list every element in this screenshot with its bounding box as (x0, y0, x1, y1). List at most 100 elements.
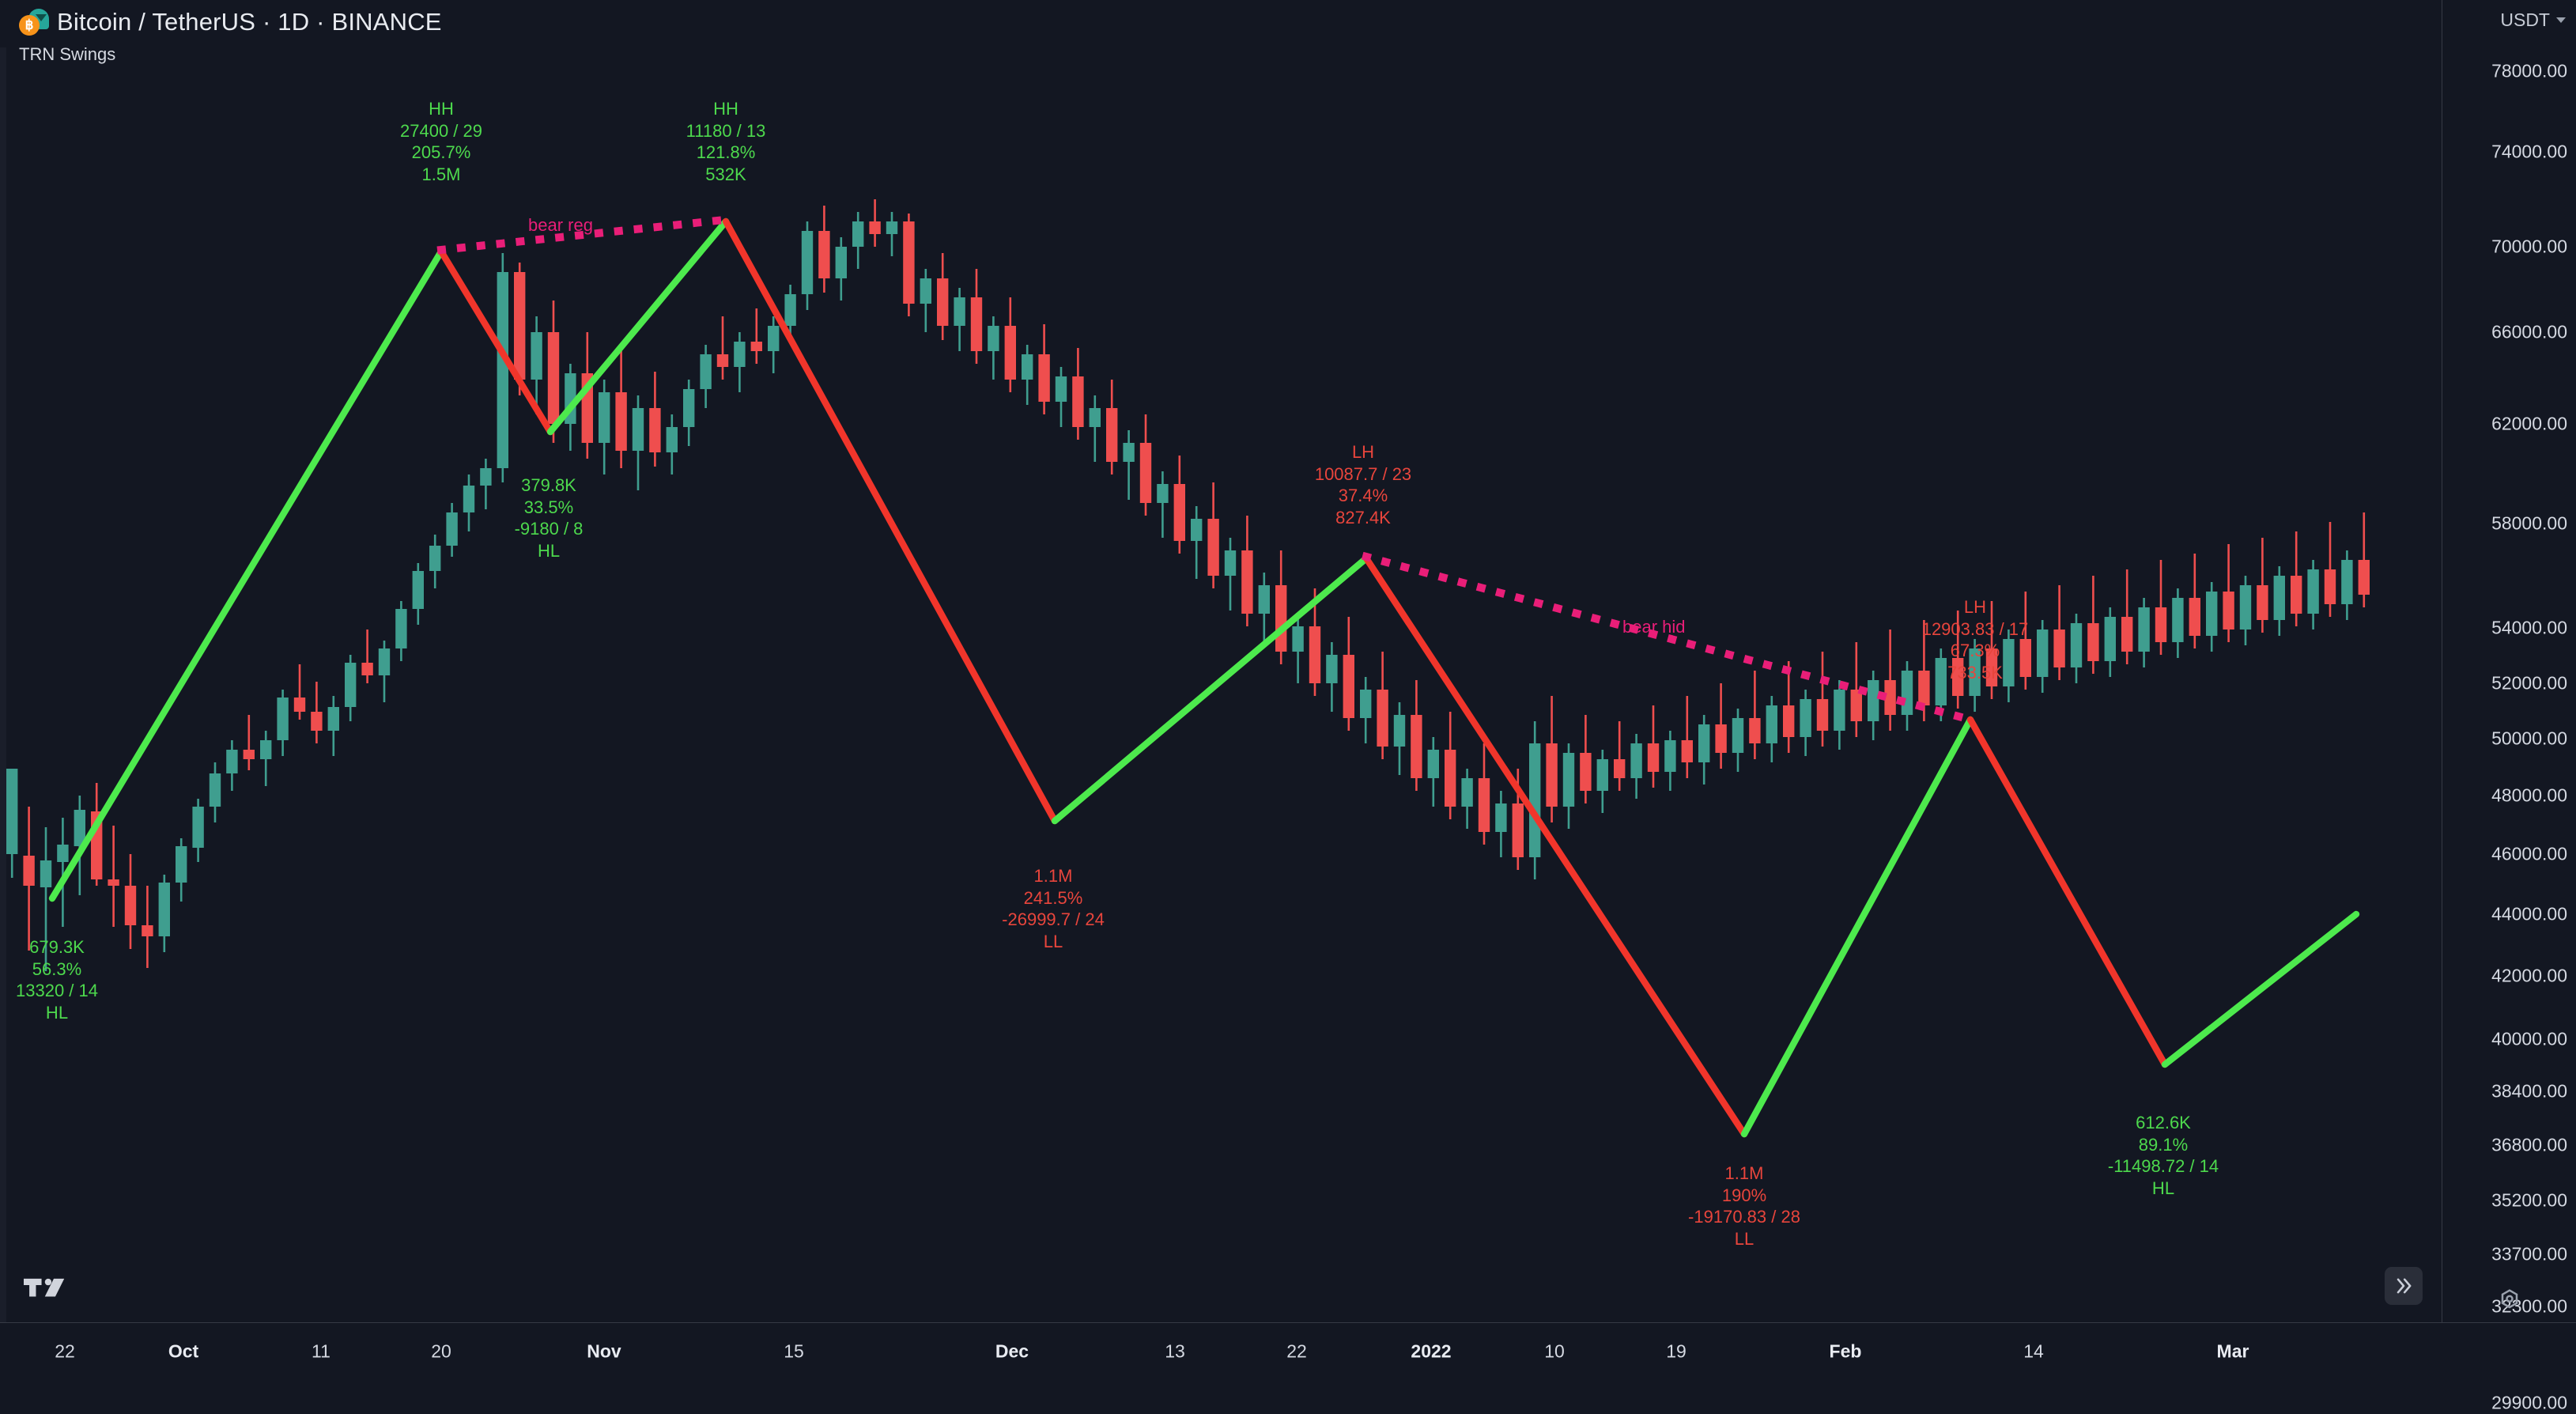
candle-body (1207, 519, 1219, 576)
annotation-line: HL (537, 541, 561, 561)
candle-body (632, 408, 644, 451)
time-tick: 14 (2023, 1340, 2044, 1362)
price-tick: 36800.00 (2491, 1134, 2567, 1155)
annotation-line: 13320 / 14 (16, 981, 98, 1001)
price-tick: 58000.00 (2491, 512, 2567, 534)
candle-body (666, 427, 678, 452)
swing-leg-up (546, 217, 730, 436)
candle-body (818, 231, 830, 278)
candle-body (74, 810, 85, 846)
candle-body (226, 750, 238, 773)
candle-body (750, 342, 762, 351)
candle-body (2003, 639, 2015, 686)
price-tick: 66000.00 (2491, 321, 2567, 342)
indicator-title[interactable]: TRN Swings (19, 44, 116, 64)
annotation-line: 1.1M (1033, 866, 1073, 886)
candle-body (142, 925, 153, 936)
candle-body (1495, 803, 1507, 832)
swing-annotation-hl-1: 379.8K 33.5% -9180 / 8 HL (515, 474, 584, 562)
candle-body (1715, 724, 1727, 753)
price-tick: 52000.00 (2491, 672, 2567, 694)
price-axis[interactable]: USDT 78000.00 74000.00 70000.00 66000.00 620… (2442, 0, 2576, 1413)
annotation-line: HL (45, 1003, 69, 1023)
bitcoin-icon: ฿ (19, 15, 40, 36)
swing-leg-up (1051, 554, 1370, 825)
price-tick: 38400.00 (2491, 1080, 2567, 1102)
candle-body (158, 883, 170, 936)
candle-body (1089, 408, 1101, 427)
time-tick: 11 (312, 1340, 330, 1362)
candle-body (2121, 617, 2133, 652)
candle-body (480, 468, 492, 486)
candle-body (768, 326, 780, 351)
price-tick: 74000.00 (2491, 141, 2567, 162)
swing-annotation-lh-1: LH 10087.7 / 23 37.4% 827.4K (1315, 441, 1411, 529)
swing-leg-down (437, 248, 554, 436)
annotation-line: HL (2151, 1178, 2175, 1199)
left-toolbar-rail (0, 0, 6, 1322)
candle-series (6, 199, 2370, 971)
annotation-line: 121.8% (696, 142, 756, 163)
price-tick: 46000.00 (2491, 843, 2567, 864)
candle-body (1411, 715, 1422, 778)
time-axis[interactable]: 22 Oct 11 20 Nov 15 Dec 13 22 2022 10 19 Feb 14 Mar (0, 1322, 2576, 1380)
annotation-line: LH (1351, 442, 1375, 462)
symbol-title[interactable]: Bitcoin / TetherUS · 1D · BINANCE (57, 8, 442, 36)
price-series-svg (6, 199, 2370, 1138)
candle-body (2257, 585, 2268, 620)
swing-annotation-hl-2: 612.6K 89.1% -11498.72 / 14 HL (2108, 1112, 2219, 1200)
candle-body (1901, 671, 1913, 715)
price-tick: 48000.00 (2491, 785, 2567, 806)
candle-body (57, 845, 69, 862)
candle-body (937, 278, 949, 326)
candle-body (1055, 376, 1067, 402)
candle-body (1681, 740, 1693, 762)
symbol-row[interactable]: ฿ Bitcoin / TetherUS · 1D · BINANCE (19, 8, 442, 36)
candle-body (649, 408, 661, 452)
time-tick: Nov (587, 1340, 621, 1362)
price-tick: 42000.00 (2491, 965, 2567, 986)
scroll-to-realtime-button[interactable] (2385, 1267, 2423, 1305)
candle-body (1157, 484, 1169, 503)
time-tick: 22 (55, 1340, 75, 1362)
swing-leg-up (1740, 716, 1974, 1138)
price-tick: 33700.00 (2491, 1243, 2567, 1265)
annotation-line: 27400 / 29 (400, 120, 482, 141)
time-tick: 19 (1666, 1340, 1686, 1362)
candle-body (463, 486, 475, 512)
annotation-line: -26999.7 / 24 (1002, 909, 1105, 930)
candle-body (2053, 629, 2065, 667)
candle-body (1377, 690, 1388, 747)
price-tick: 78000.00 (2491, 60, 2567, 81)
annotation-line: 89.1% (2138, 1134, 2189, 1155)
candle-body (1478, 778, 1490, 832)
candle-body (700, 354, 712, 389)
time-tick: 20 (431, 1340, 451, 1362)
candle-body (2324, 569, 2336, 604)
chart-canvas-pane[interactable]: HH 27400 / 29 205.7% 1.5M HH 11180 / 13 121.8%… (0, 0, 2442, 1322)
currency-label: USDT (2500, 9, 2550, 30)
divergence-line (436, 215, 729, 255)
candle-body (1445, 750, 1456, 807)
tradingview-logo[interactable] (24, 1275, 70, 1302)
candle-body (988, 326, 999, 351)
candle-body (1935, 658, 1947, 705)
candle-body (1918, 671, 1930, 705)
candle-body (2155, 607, 2167, 642)
annotation-line: 205.7% (411, 142, 471, 163)
annotation-line: 1.5M (421, 164, 461, 185)
price-axis-currency[interactable]: USDT (2500, 9, 2566, 31)
swing-leg-up (2161, 910, 2360, 1068)
swing-leg-down (1966, 716, 2169, 1068)
chevron-down-icon[interactable] (2556, 17, 2566, 23)
time-tick: 22 (1286, 1340, 1307, 1362)
candle-body (378, 648, 391, 675)
time-tick: Dec (995, 1340, 1029, 1362)
candle-body (1529, 743, 1541, 857)
price-axis-settings-button[interactable] (2494, 1284, 2525, 1316)
candle-body (1173, 484, 1185, 541)
annotation-line: 1.1M (1724, 1163, 1764, 1183)
candle-body (1596, 759, 1608, 791)
candle-body (970, 297, 983, 351)
